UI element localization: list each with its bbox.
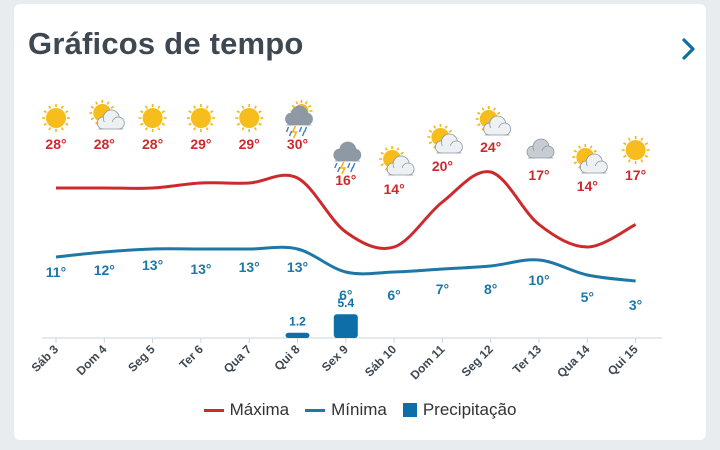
min-temp-label: 6°	[387, 287, 400, 303]
chevron-right-icon[interactable]	[676, 34, 702, 64]
max-temp-label: 14°	[577, 178, 598, 194]
max-temp-label: 29°	[190, 136, 211, 152]
precip-bar	[333, 314, 358, 338]
max-temp-line	[56, 170, 637, 250]
sun-icon	[138, 104, 167, 132]
legend-min-label: Mínima	[331, 400, 387, 419]
x-tick-label: Qui 15	[605, 342, 641, 378]
min-temp-label: 5°	[581, 289, 594, 305]
x-tick-label: Sáb 10	[362, 342, 399, 379]
legend-precip-label: Precipitação	[422, 400, 517, 419]
x-tick-label: Ter 13	[510, 342, 545, 377]
max-temp-label: 28°	[142, 136, 163, 152]
cloud-icon	[526, 138, 555, 159]
x-tick-label: Seg 5	[125, 342, 158, 375]
min-temp-label: 10°	[528, 272, 549, 288]
max-temp-label: 17°	[528, 167, 549, 183]
partly-cloudy-icon	[475, 106, 512, 136]
legend-precip-swatch	[402, 403, 417, 417]
min-temp-label: 12°	[94, 262, 115, 278]
chart-legend: Máxima Mínima Precipitação	[14, 400, 706, 420]
min-temp-line	[55, 245, 636, 283]
min-temp-label: 13°	[287, 259, 308, 275]
min-temp-label: 8°	[484, 281, 497, 297]
max-temp-label: 30°	[287, 136, 308, 152]
min-temp-label: 13°	[142, 257, 163, 273]
precip-bar	[285, 332, 310, 338]
storm-icon	[333, 141, 362, 175]
legend-max-swatch	[203, 408, 224, 412]
max-temp-label: 29°	[239, 136, 260, 152]
min-temp-label: 11°	[46, 264, 66, 280]
max-temp-label: 28°	[94, 136, 115, 152]
min-temp-label: 13°	[190, 261, 211, 277]
legend-max[interactable]: Máxima	[203, 400, 290, 420]
min-temp-label: 13°	[239, 259, 260, 275]
max-temp-label: 17°	[625, 167, 646, 183]
min-temp-label: 6°	[339, 287, 352, 303]
x-tick-label: Dom 11	[407, 342, 447, 382]
weather-chart: 28° 28° 28° 29° 29° 30° 16° 14° 20° 24° 17° 14° 17° 1…	[29, 100, 662, 382]
x-tick-label: Sáb 3	[29, 342, 62, 375]
legend-max-label: Máxima	[229, 400, 290, 419]
x-tick-label: Seg 12	[459, 342, 496, 379]
sun-icon	[621, 136, 650, 164]
legend-min[interactable]: Mínima	[305, 400, 387, 420]
precip-label: 5.4	[337, 296, 354, 310]
partly-cloudy-icon	[89, 100, 125, 130]
storm-icon	[285, 100, 313, 139]
partly-cloudy-icon	[379, 146, 415, 176]
max-temp-label: 24°	[480, 139, 501, 155]
sun-icon	[42, 104, 70, 132]
x-tick-label: Qui 8	[271, 342, 302, 373]
sun-icon	[235, 104, 264, 132]
weather-chart-card: Gráficos de tempo 28° 28° 28° 29° 29° 30° 16° 1…	[14, 4, 706, 440]
sun-icon	[186, 104, 215, 132]
max-temp-label: 16°	[335, 172, 356, 188]
partly-cloudy-icon	[427, 124, 463, 154]
x-tick-label: Qua 14	[554, 342, 592, 380]
legend-min-swatch	[305, 408, 326, 412]
partly-cloudy-icon	[572, 144, 608, 174]
x-tick-label: Ter 6	[176, 342, 206, 372]
max-temp-label: 28°	[45, 136, 66, 152]
max-temp-label: 20°	[432, 158, 453, 174]
min-temp-label: 3°	[629, 297, 642, 313]
x-tick-label: Sex 9	[319, 342, 351, 374]
x-tick-label: Qua 7	[221, 342, 255, 376]
precip-label: 1.2	[289, 315, 306, 329]
min-temp-label: 7°	[436, 281, 449, 297]
max-temp-label: 14°	[384, 181, 405, 197]
page-title: Gráficos de tempo	[28, 26, 304, 61]
x-tick-label: Dom 4	[74, 342, 110, 378]
legend-precip[interactable]: Precipitação	[402, 400, 517, 420]
